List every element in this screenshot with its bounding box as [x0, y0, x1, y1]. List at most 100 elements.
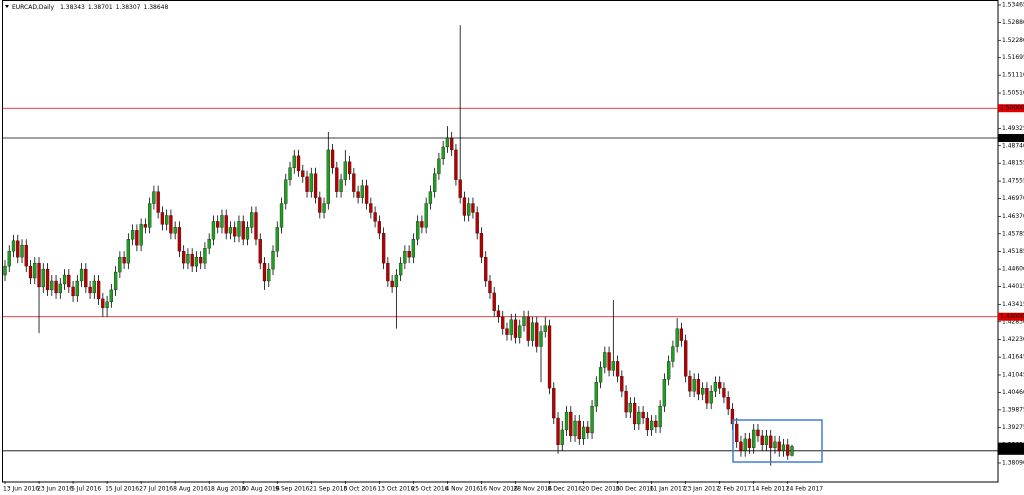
candle-body-down [262, 262, 267, 282]
last-high: 1.38701 [88, 4, 113, 11]
highlight-box [732, 419, 823, 463]
candle-body-down [547, 325, 552, 389]
price-level-tag [998, 446, 1024, 455]
candle-body-up [326, 149, 330, 204]
candle-body-up [92, 280, 96, 294]
price-level-label: 1.50000 [1000, 105, 1024, 112]
candle-body-up [781, 444, 786, 451]
candle-body-down [330, 149, 335, 168]
candle-body-up [428, 191, 433, 204]
price-level-label: 1.38500 [1000, 447, 1024, 454]
candle-body-down [182, 251, 186, 264]
y-tick-label: 1.45185 [1002, 248, 1024, 255]
candle-body-down [24, 245, 28, 267]
candle-body-down [501, 316, 505, 329]
candle-body-up [271, 251, 275, 270]
candle-body-down [241, 221, 245, 240]
candle-body-up [220, 215, 224, 228]
candle-body-up [186, 254, 190, 264]
candle-body-down [258, 239, 262, 264]
candle-body-down [505, 328, 509, 335]
candle-body-up [62, 274, 67, 285]
x-tick-label: 25 Oct 2016 [411, 486, 448, 493]
y-tick-label: 1.51110 [1002, 72, 1024, 79]
candle-body-up [598, 367, 603, 383]
candle-body-up [126, 239, 131, 264]
candle-body-up [79, 268, 84, 282]
candle-body-up [139, 224, 143, 246]
candle-body-up [611, 361, 615, 371]
x-tick-label: 20 Dec 2016 [582, 486, 621, 493]
candle-body-down [760, 435, 764, 445]
candle-body-up [41, 268, 45, 288]
candle-body-up [539, 331, 543, 347]
candle-body-down [654, 420, 658, 428]
candle-body-up [590, 405, 594, 434]
candle-body-down [37, 262, 41, 288]
candle-body-up [245, 227, 250, 240]
x-tick-label: 8 Dec 2016 [548, 486, 583, 493]
chart-header: EURCAD,Daily 1.38343 1.38701 1.38307 1.38648 [12, 4, 168, 11]
y-tick-label: 1.41045 [1002, 371, 1024, 378]
last-open: 1.38343 [60, 4, 85, 11]
candle-body-down [769, 435, 773, 448]
current-price-label: 1.38640 [1000, 443, 1024, 450]
candle-body-up [666, 361, 671, 380]
x-tick-label: 27 Jul 2016 [139, 486, 173, 493]
candle-body-down [233, 227, 237, 237]
candle-body-up [33, 262, 37, 279]
candle-body-up [3, 265, 7, 276]
x-tick-label: 3 Oct 2016 [343, 486, 376, 493]
candle-body-down [84, 268, 88, 288]
candle-body-down [479, 233, 484, 258]
candle-body-down [471, 203, 475, 213]
candle-body-up [594, 382, 598, 407]
price-level-tag [998, 104, 1024, 113]
candle-body-up [560, 429, 564, 445]
y-tick-label: 1.40460 [1002, 389, 1024, 396]
x-tick-label: 16 Nov 2016 [479, 486, 518, 493]
candle-body-up [152, 191, 156, 204]
x-tick-label: 23 Jun 2016 [37, 486, 73, 493]
candle-body-down [458, 179, 462, 198]
candle-body-down [624, 391, 628, 413]
candle-body-up [237, 221, 241, 237]
x-tick-label: 11 Jan 2017 [650, 486, 686, 493]
candle-body-up [279, 203, 284, 228]
candle-body-down [313, 173, 318, 198]
candle-body-up [394, 274, 399, 288]
candle-body-up [662, 379, 667, 407]
candle-body-down [88, 286, 92, 294]
y-tick-label: 1.52280 [1002, 37, 1024, 44]
candle-body-down [632, 402, 637, 425]
price-level-label: 1.43000 [1000, 313, 1024, 320]
candle-body-down [347, 161, 352, 174]
y-tick-label: 1.44600 [1002, 266, 1024, 273]
candle-body-down [620, 376, 624, 392]
menu-arrow[interactable] [5, 5, 9, 8]
candle-body-down [71, 286, 75, 297]
candle-body-up [11, 240, 16, 252]
x-tick-label: 18 Aug 2016 [207, 486, 246, 493]
x-tick-label: 4 Nov 2016 [445, 486, 480, 493]
candle-body-down [54, 280, 58, 294]
x-tick-label: 14 Feb 2017 [752, 486, 790, 493]
candle-body-down [556, 417, 560, 445]
candle-body-down [296, 155, 301, 171]
candle-body-up [194, 257, 199, 267]
candle-body-up [637, 411, 641, 425]
candle-body-down [377, 221, 382, 234]
candle-body-down [67, 274, 71, 288]
candle-body-up [360, 185, 364, 198]
x-tick-label: 8 Aug 2016 [173, 486, 208, 493]
y-tick-label: 1.43415 [1002, 301, 1024, 308]
candle-body-up [709, 391, 713, 404]
candle-body-down [135, 230, 139, 246]
candle-body-down [301, 170, 305, 177]
candle-body-down [199, 257, 203, 264]
candle-body-down [352, 173, 356, 192]
candle-body-up [7, 251, 11, 267]
candle-body-up [403, 251, 407, 264]
y-tick-label: 1.42830 [1002, 318, 1024, 325]
y-tick-label: 1.51695 [1002, 54, 1024, 61]
